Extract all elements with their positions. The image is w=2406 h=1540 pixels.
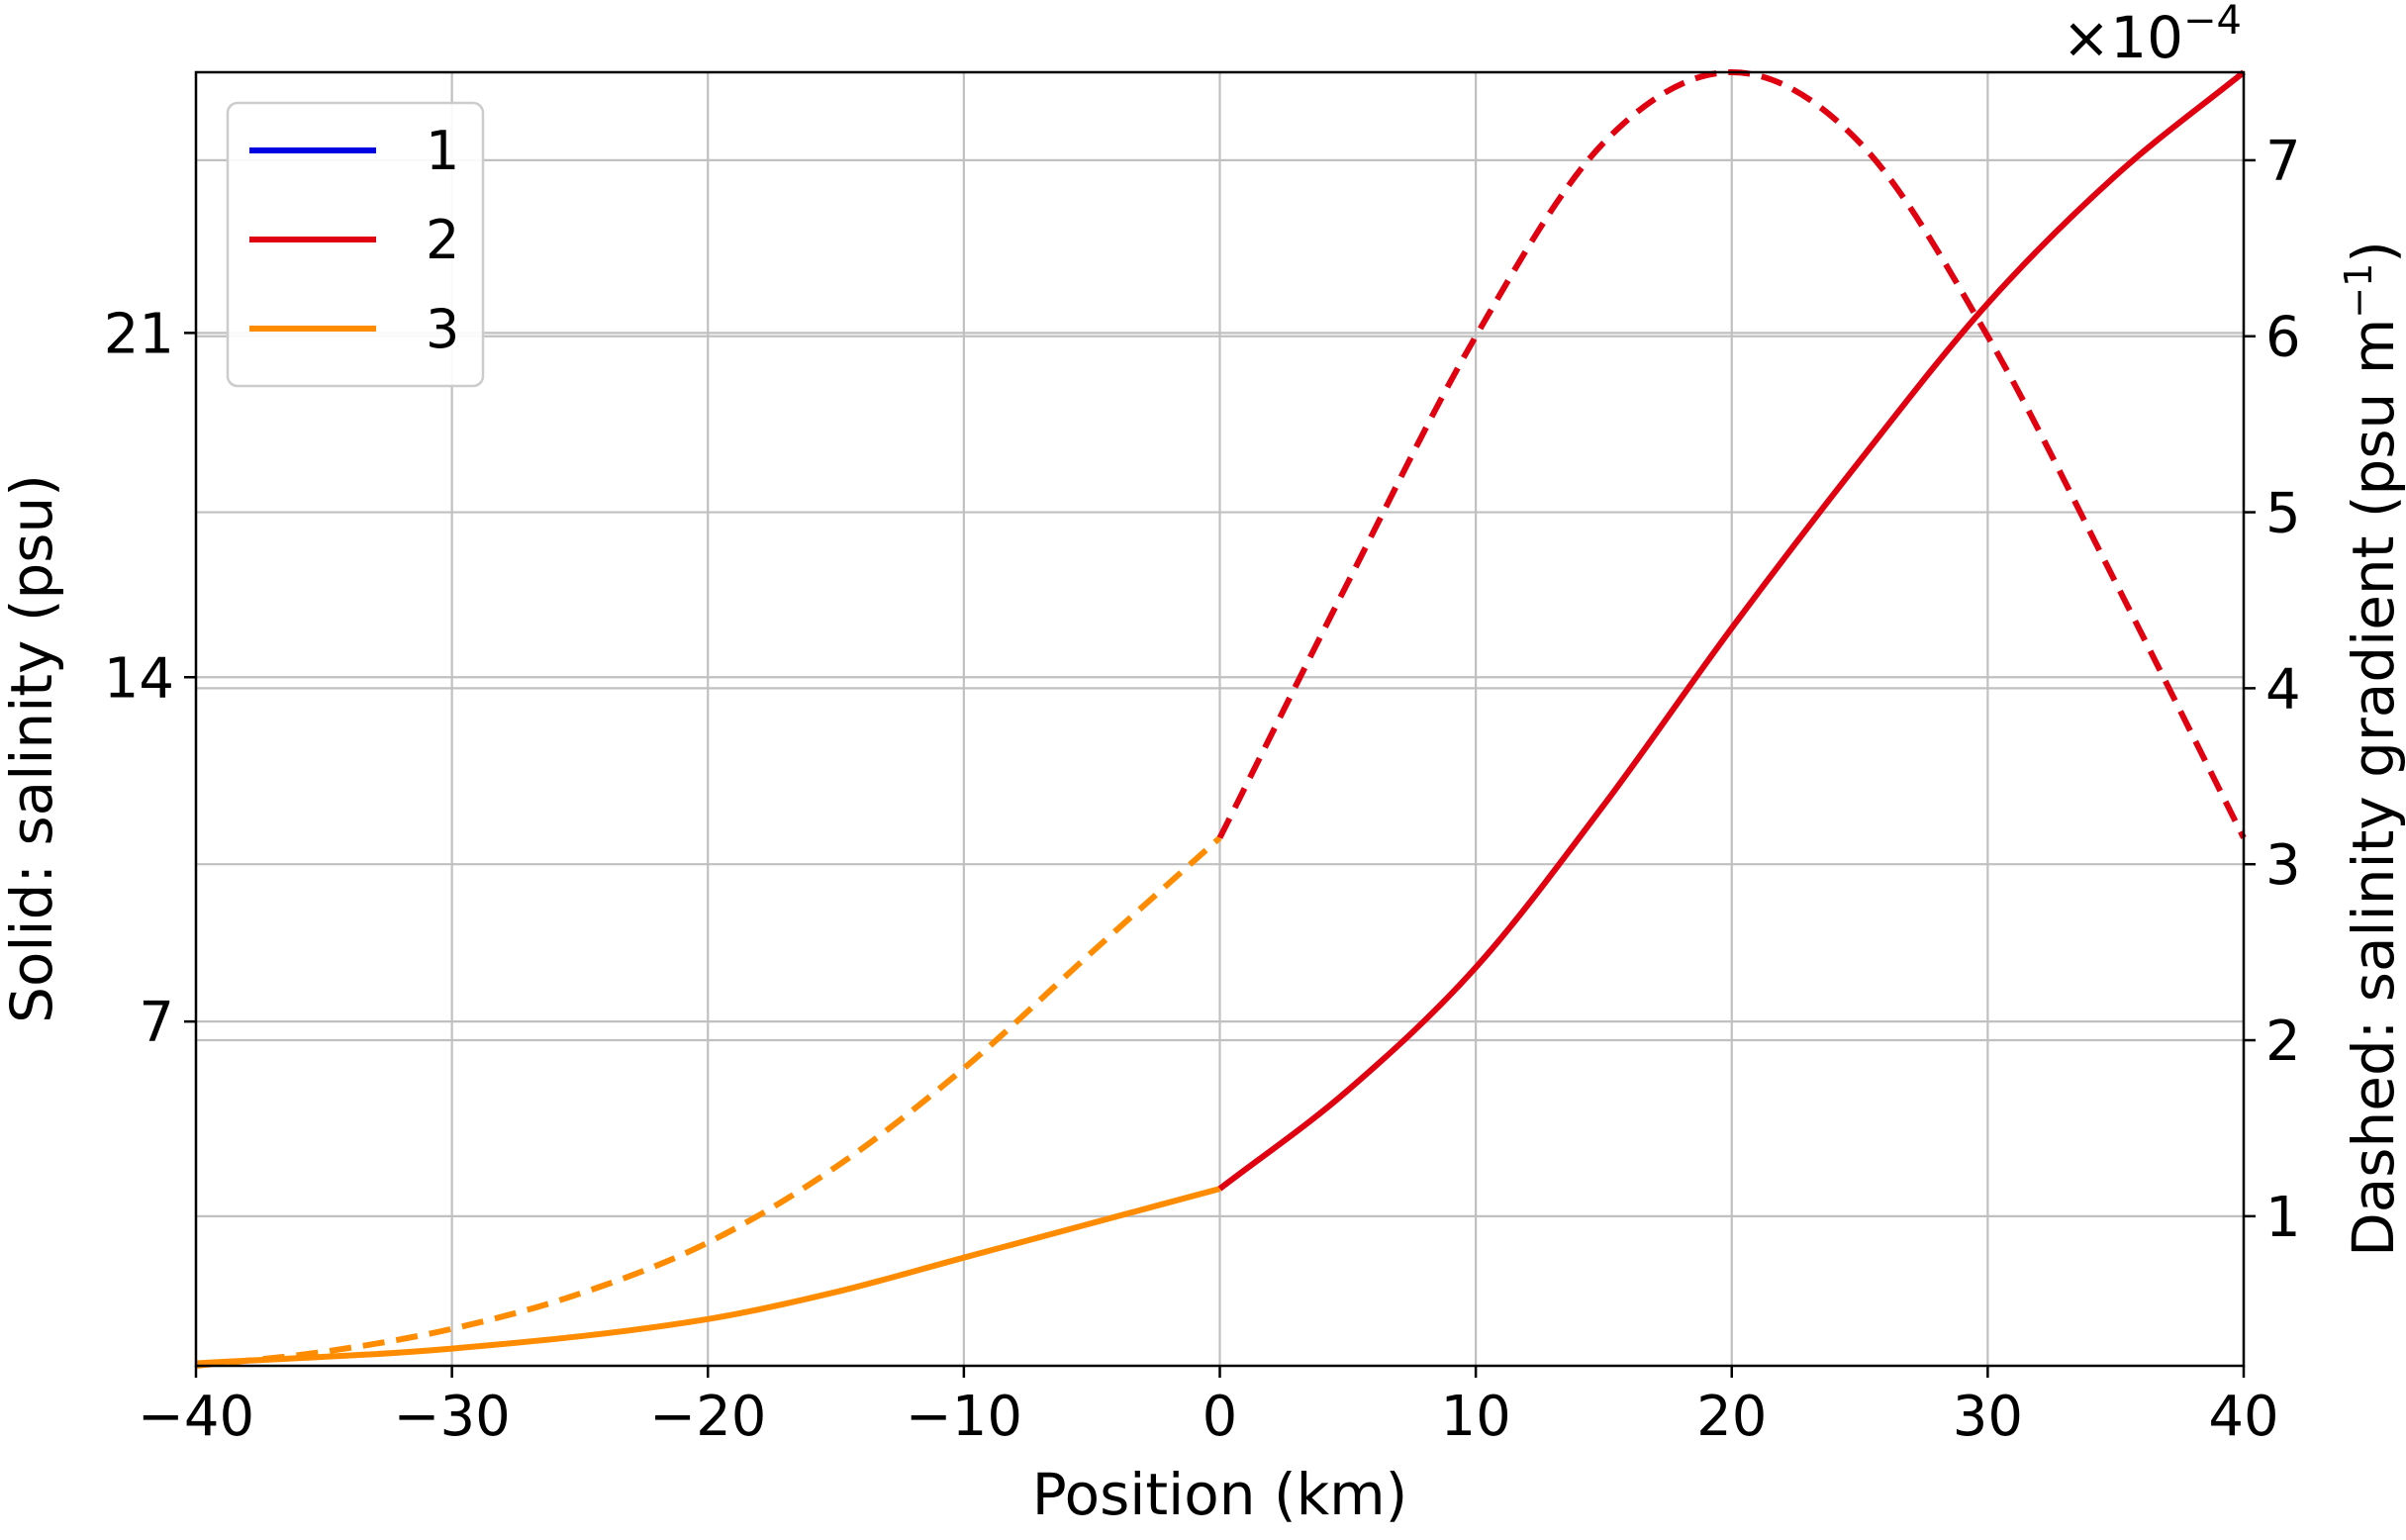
y-left-tick-label: 7 bbox=[139, 991, 174, 1055]
grid bbox=[194, 72, 2246, 1366]
right-axis-offset-text: ×10−4 bbox=[2063, 0, 2242, 71]
series-3-solid-line bbox=[195, 1186, 1221, 1367]
y-axis-right-label-sup: −1 bbox=[2337, 263, 2380, 319]
series-2-solid-line bbox=[1217, 69, 2246, 1192]
y-left-tick-label: 21 bbox=[104, 302, 174, 366]
x-tick-label: 20 bbox=[1696, 1385, 1767, 1449]
x-tick-label: −10 bbox=[906, 1385, 1022, 1449]
x-tick-label: −30 bbox=[394, 1385, 511, 1449]
x-tick-label: −20 bbox=[649, 1385, 766, 1449]
series-3-dashed-line bbox=[195, 835, 1222, 1369]
right-axis-offset-exponent: −4 bbox=[2183, 0, 2242, 44]
legend-box bbox=[226, 101, 485, 388]
y-right-tick-label: 5 bbox=[2265, 482, 2301, 546]
legend-label-3: 3 bbox=[426, 298, 459, 360]
y-right-tick-label: 1 bbox=[2265, 1186, 2301, 1250]
x-tick-label: 30 bbox=[1953, 1385, 2023, 1449]
y-right-tick-label: 4 bbox=[2265, 657, 2301, 722]
legend: 1 2 3 bbox=[226, 101, 485, 388]
x-tick-label: 10 bbox=[1440, 1385, 1510, 1449]
y-axis-right-label-end: ) bbox=[2340, 241, 2406, 263]
x-tick-label: 40 bbox=[2208, 1385, 2278, 1449]
x-tick-label: 0 bbox=[1203, 1385, 1238, 1449]
y-axis-right-label: Dashed: salinity gradient (psu m−1) bbox=[2337, 241, 2406, 1257]
legend-label-2: 2 bbox=[426, 209, 459, 271]
y-axis-right-label-main: Dashed: salinity gradient (psu m bbox=[2340, 319, 2406, 1257]
y-right-tick-label: 2 bbox=[2265, 1010, 2301, 1074]
y-right-tick-label: 7 bbox=[2265, 130, 2301, 194]
right-axis-offset-base: ×10 bbox=[2063, 4, 2183, 71]
x-tick-label: −40 bbox=[138, 1385, 254, 1449]
y-right-tick-label: 6 bbox=[2265, 306, 2301, 370]
y-right-tick-label: 3 bbox=[2265, 833, 2301, 898]
legend-label-1: 1 bbox=[426, 120, 459, 182]
y-left-tick-label: 14 bbox=[104, 646, 174, 711]
x-axis-label: Position (km) bbox=[1032, 1461, 1408, 1528]
y-axis-left-label: Solid: salinity (psu) bbox=[0, 474, 65, 1023]
